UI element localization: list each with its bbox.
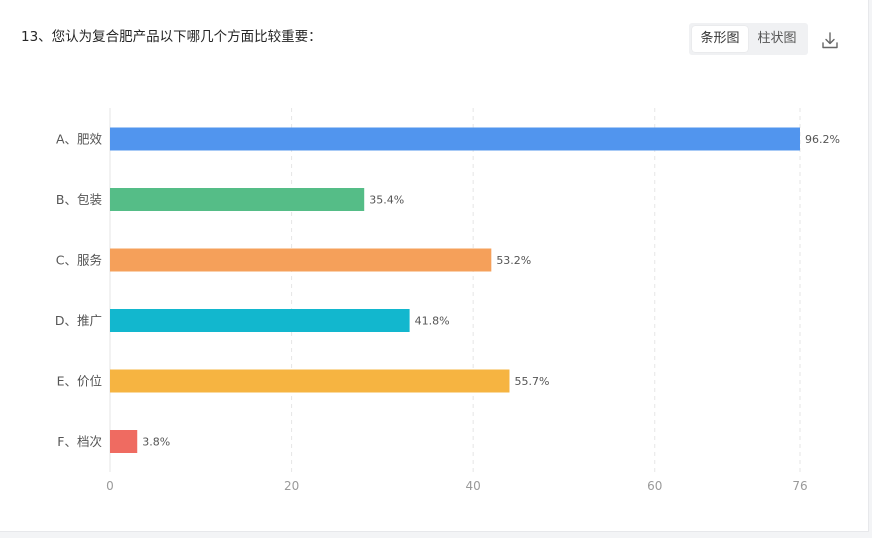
bar-view-button[interactable]: 条形图 [692, 26, 748, 52]
value-label: 55.7% [514, 375, 549, 388]
category-label: B、包装 [56, 192, 102, 207]
value-label: 53.2% [496, 254, 531, 267]
bar[interactable] [110, 430, 138, 453]
category-label: D、推广 [55, 313, 102, 328]
value-label: 3.8% [142, 436, 170, 449]
x-tick-label: 20 [284, 479, 299, 493]
grid-lines [109, 108, 801, 472]
category-label: C、服务 [56, 253, 102, 268]
download-button[interactable] [819, 30, 841, 52]
question-title: 13、您认为复合肥产品以下哪几个方面比较重要： [21, 29, 322, 45]
category-label: A、肥效 [56, 132, 103, 147]
x-tick-label: 60 [647, 479, 662, 493]
x-tick-label: 76 [792, 479, 807, 493]
bar[interactable] [110, 369, 510, 393]
value-label: 35.4% [369, 194, 404, 207]
x-tick-label: 0 [106, 479, 114, 493]
category-label: F、档次 [57, 434, 102, 449]
bars [110, 127, 800, 453]
labels: 0 20 40 60 76 A、肥效 96.2% B、包装 35.4% C、服务 53.2% D、推广… [55, 132, 840, 494]
bar[interactable] [110, 309, 410, 332]
bar[interactable] [110, 188, 365, 211]
bar[interactable] [110, 127, 800, 151]
bar[interactable] [110, 248, 492, 272]
x-tick-label: 40 [466, 479, 481, 493]
category-label: E、价位 [57, 374, 102, 389]
value-label: 41.8% [415, 315, 450, 328]
column-view-button[interactable]: 柱状图 [757, 31, 797, 46]
chart-type-toggle: 条形图 柱状图 [689, 23, 808, 55]
download-icon [822, 32, 838, 49]
value-label: 96.2% [805, 133, 840, 146]
